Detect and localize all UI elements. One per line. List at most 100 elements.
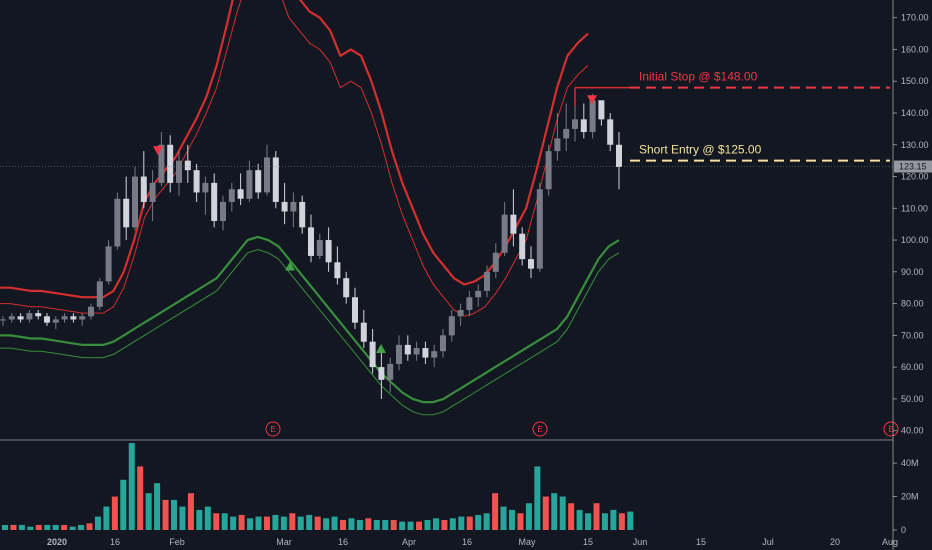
earnings-marker	[883, 421, 899, 437]
candle-body	[343, 278, 350, 298]
volume-bar	[306, 514, 313, 530]
volume-bar	[466, 516, 473, 530]
price-tick-label: 80.00	[901, 299, 924, 309]
candle-body	[8, 316, 15, 320]
buy-signal-marker	[285, 261, 295, 271]
candle-body	[589, 100, 596, 133]
volume-bar	[475, 514, 482, 530]
candle-body	[184, 160, 191, 171]
volume-bar	[78, 524, 85, 530]
date-tick-label: 15	[696, 537, 706, 547]
price-tick-label: 90.00	[901, 267, 924, 277]
candle-body	[580, 119, 587, 133]
date-tick-label: Apr	[402, 537, 416, 547]
volume-bar	[204, 506, 211, 530]
volume-bar	[416, 521, 423, 530]
price-tick-label: 100.00	[901, 235, 929, 245]
volume-bar	[2, 524, 8, 530]
volume-bar	[137, 466, 144, 530]
candle-body	[554, 138, 561, 152]
candle-body	[422, 348, 429, 358]
sell-signal-marker	[587, 95, 597, 105]
candle-body	[466, 297, 473, 310]
volume-bar	[111, 496, 118, 530]
volume-bar	[128, 443, 135, 530]
candle-body	[457, 309, 464, 317]
candle-body	[492, 252, 499, 272]
volume-bar	[171, 499, 177, 530]
candle-body	[448, 316, 455, 336]
candle-body	[308, 227, 314, 256]
candle-body	[202, 182, 209, 193]
candle-body	[132, 176, 138, 228]
volume-bar	[441, 519, 448, 530]
volume-bar	[69, 526, 76, 530]
price-tick-label: 150.00	[901, 76, 929, 86]
candle-body	[404, 344, 411, 355]
price-tick-label: 160.00	[901, 44, 929, 54]
volume-bar	[61, 524, 68, 530]
date-tick-label: Jul	[762, 537, 774, 547]
volume-bar	[162, 499, 169, 530]
date-tick-label: Jun	[633, 537, 648, 547]
volume-bar	[340, 519, 346, 530]
price-tick-label: 50.00	[901, 394, 924, 404]
candle-body	[246, 170, 253, 199]
candle-body	[290, 201, 297, 212]
candle-body	[52, 319, 59, 323]
volume-bar	[399, 521, 406, 530]
candle-body	[228, 189, 235, 202]
volume-bar	[238, 514, 245, 530]
candle-body	[96, 281, 103, 307]
volume-bar	[627, 511, 634, 530]
volume-bar	[18, 524, 25, 530]
date-tick-label: 2020	[47, 537, 67, 547]
volume-bar	[272, 514, 279, 530]
volume-bars	[2, 443, 634, 530]
volume-bar	[509, 509, 515, 530]
candle-body	[237, 189, 244, 199]
volume-tick-label: 0	[901, 525, 906, 535]
date-tick-label: 15	[583, 537, 593, 547]
volume-bar	[373, 519, 380, 530]
candle-body	[545, 151, 552, 190]
candle-body	[88, 306, 94, 317]
candle-body	[598, 100, 605, 120]
candle-body	[17, 316, 24, 320]
candle-body	[26, 313, 33, 320]
candle-body	[211, 182, 218, 221]
volume-bar	[323, 518, 330, 530]
candle-body	[176, 160, 182, 183]
candle-body	[501, 214, 508, 253]
volume-tick-label: 40M	[901, 458, 919, 468]
candle-body	[281, 201, 288, 212]
candle-body	[316, 240, 323, 256]
candle-body	[475, 290, 482, 298]
volume-bar	[382, 519, 389, 530]
candle-body	[70, 316, 77, 320]
volume-bar	[179, 506, 186, 530]
stop-label: Initial Stop @ $148.00	[639, 70, 758, 84]
volume-bar	[196, 509, 203, 530]
volume-bar	[103, 506, 110, 530]
candle-body	[0, 319, 6, 321]
candle-body	[607, 119, 614, 145]
candle-body	[396, 344, 402, 364]
volume-bar	[618, 513, 625, 530]
last-price-tag	[894, 160, 932, 173]
earnings-marker-label: E	[537, 425, 542, 434]
volume-bar	[534, 466, 541, 530]
date-tick-label: May	[518, 537, 536, 547]
volume-bar	[390, 519, 397, 530]
volume-bar	[289, 513, 296, 530]
volume-bar	[593, 503, 600, 530]
candle-body	[616, 144, 622, 167]
price-tick-label: 110.00	[901, 203, 928, 213]
candle-body	[158, 144, 165, 183]
candle-body	[149, 182, 156, 202]
date-tick-label: Mar	[276, 537, 292, 547]
candle-body	[413, 348, 420, 355]
volume-bar	[525, 503, 532, 530]
